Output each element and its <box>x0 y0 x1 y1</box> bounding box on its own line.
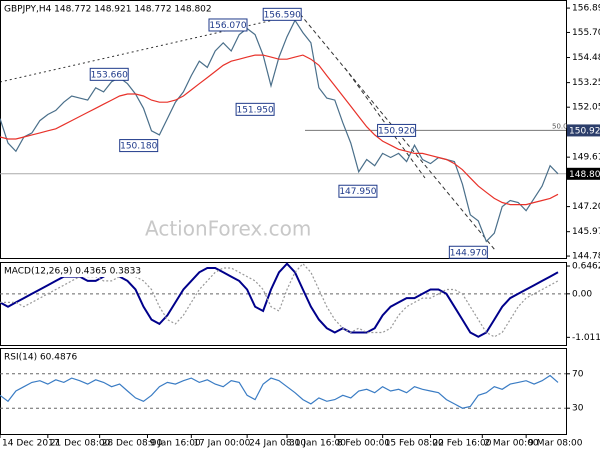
y-tick-label: 144.785 <box>572 252 600 262</box>
price-annotation: 150.920 <box>378 126 415 136</box>
panel-frame <box>0 262 567 346</box>
price-annotation: 144.970 <box>450 248 487 258</box>
price-annotation-box <box>235 102 275 116</box>
panel-frame <box>0 0 567 259</box>
y-tick-label: -1.0118 <box>572 333 600 343</box>
price-annotation: 151.950 <box>236 105 273 115</box>
level-note: 50.0 <box>552 122 568 130</box>
x-tick-label: 8 Feb 00:00 <box>337 439 391 449</box>
y-tick-label: 70 <box>572 369 584 379</box>
x-tick-label: 22 Feb 16:00 <box>432 439 491 449</box>
panel-frame <box>0 348 567 435</box>
y-tick-label: 0.00 <box>572 289 592 299</box>
last-price-label: 148.802 <box>569 170 600 180</box>
x-tick-label: 17 Jan 00:00 <box>193 439 250 449</box>
panel-title: MACD(12,26,9) 0.4365 0.3833 <box>4 267 141 277</box>
price-annotation: 153.660 <box>91 70 128 80</box>
y-tick-label: 155.705 <box>572 28 600 38</box>
x-tick-label: 14 Dec 2017 <box>2 439 60 449</box>
price-annotation: 156.070 <box>209 21 246 31</box>
price-annotation-box <box>262 7 302 21</box>
series-line <box>0 19 559 243</box>
x-tick-label: 15 Feb 08:00 <box>385 439 444 449</box>
x-tick-label: 2 Mar 00:00 <box>484 439 539 449</box>
watermark: ActionForex.com <box>145 217 311 241</box>
trendline <box>0 13 301 83</box>
series-line <box>0 262 559 338</box>
x-tick-label: 24 Jan 08:00 <box>249 439 306 449</box>
price-annotation-box <box>208 18 248 32</box>
last-price-tag <box>567 167 600 180</box>
y-tick-label: 145.975 <box>572 227 600 237</box>
price-annotation: 147.950 <box>339 187 376 197</box>
x-tick-label: 28 Dec 08:00 <box>102 439 163 449</box>
title-bg <box>2 3 215 15</box>
y-tick-label: 149.615 <box>572 153 600 163</box>
panel-title: GBPJPY,H4 148.772 148.921 148.772 148.80… <box>4 5 212 15</box>
price-annotation-box <box>448 245 488 259</box>
y-tick-label: 156.895 <box>572 4 600 14</box>
trendline <box>299 13 496 251</box>
price-annotation-box <box>338 184 378 198</box>
y-tick-label: 154.480 <box>572 53 600 63</box>
title-bg <box>2 351 81 363</box>
x-tick-label: 9 Mar 08:00 <box>528 439 583 449</box>
price-annotation-box <box>377 123 417 137</box>
panel-title: RSI(14) 60.4876 <box>4 353 77 363</box>
price-annotation: 150.180 <box>120 142 157 152</box>
y-tick-label: 153.255 <box>572 78 600 88</box>
x-tick-label: 21 Dec 08:00 <box>50 439 111 449</box>
level-tag-label: 150.920 <box>569 126 600 136</box>
level-tag <box>567 124 600 137</box>
title-bg <box>2 265 145 277</box>
trendline <box>344 67 426 179</box>
series-line <box>0 374 559 409</box>
y-tick-label: 0.6462 <box>572 262 600 272</box>
price-annotation: 156.590 <box>264 10 301 20</box>
x-tick-label: 31 Jan 16:00 <box>289 439 346 449</box>
y-tick-label: 152.055 <box>572 103 600 113</box>
price-annotation-box <box>119 139 159 153</box>
series-line <box>0 54 559 206</box>
price-annotation-box <box>89 67 129 81</box>
y-tick-label: 147.200 <box>572 202 600 212</box>
y-tick-label: 30 <box>572 404 584 414</box>
x-tick-label: 9 Jan 16:00 <box>149 439 201 449</box>
